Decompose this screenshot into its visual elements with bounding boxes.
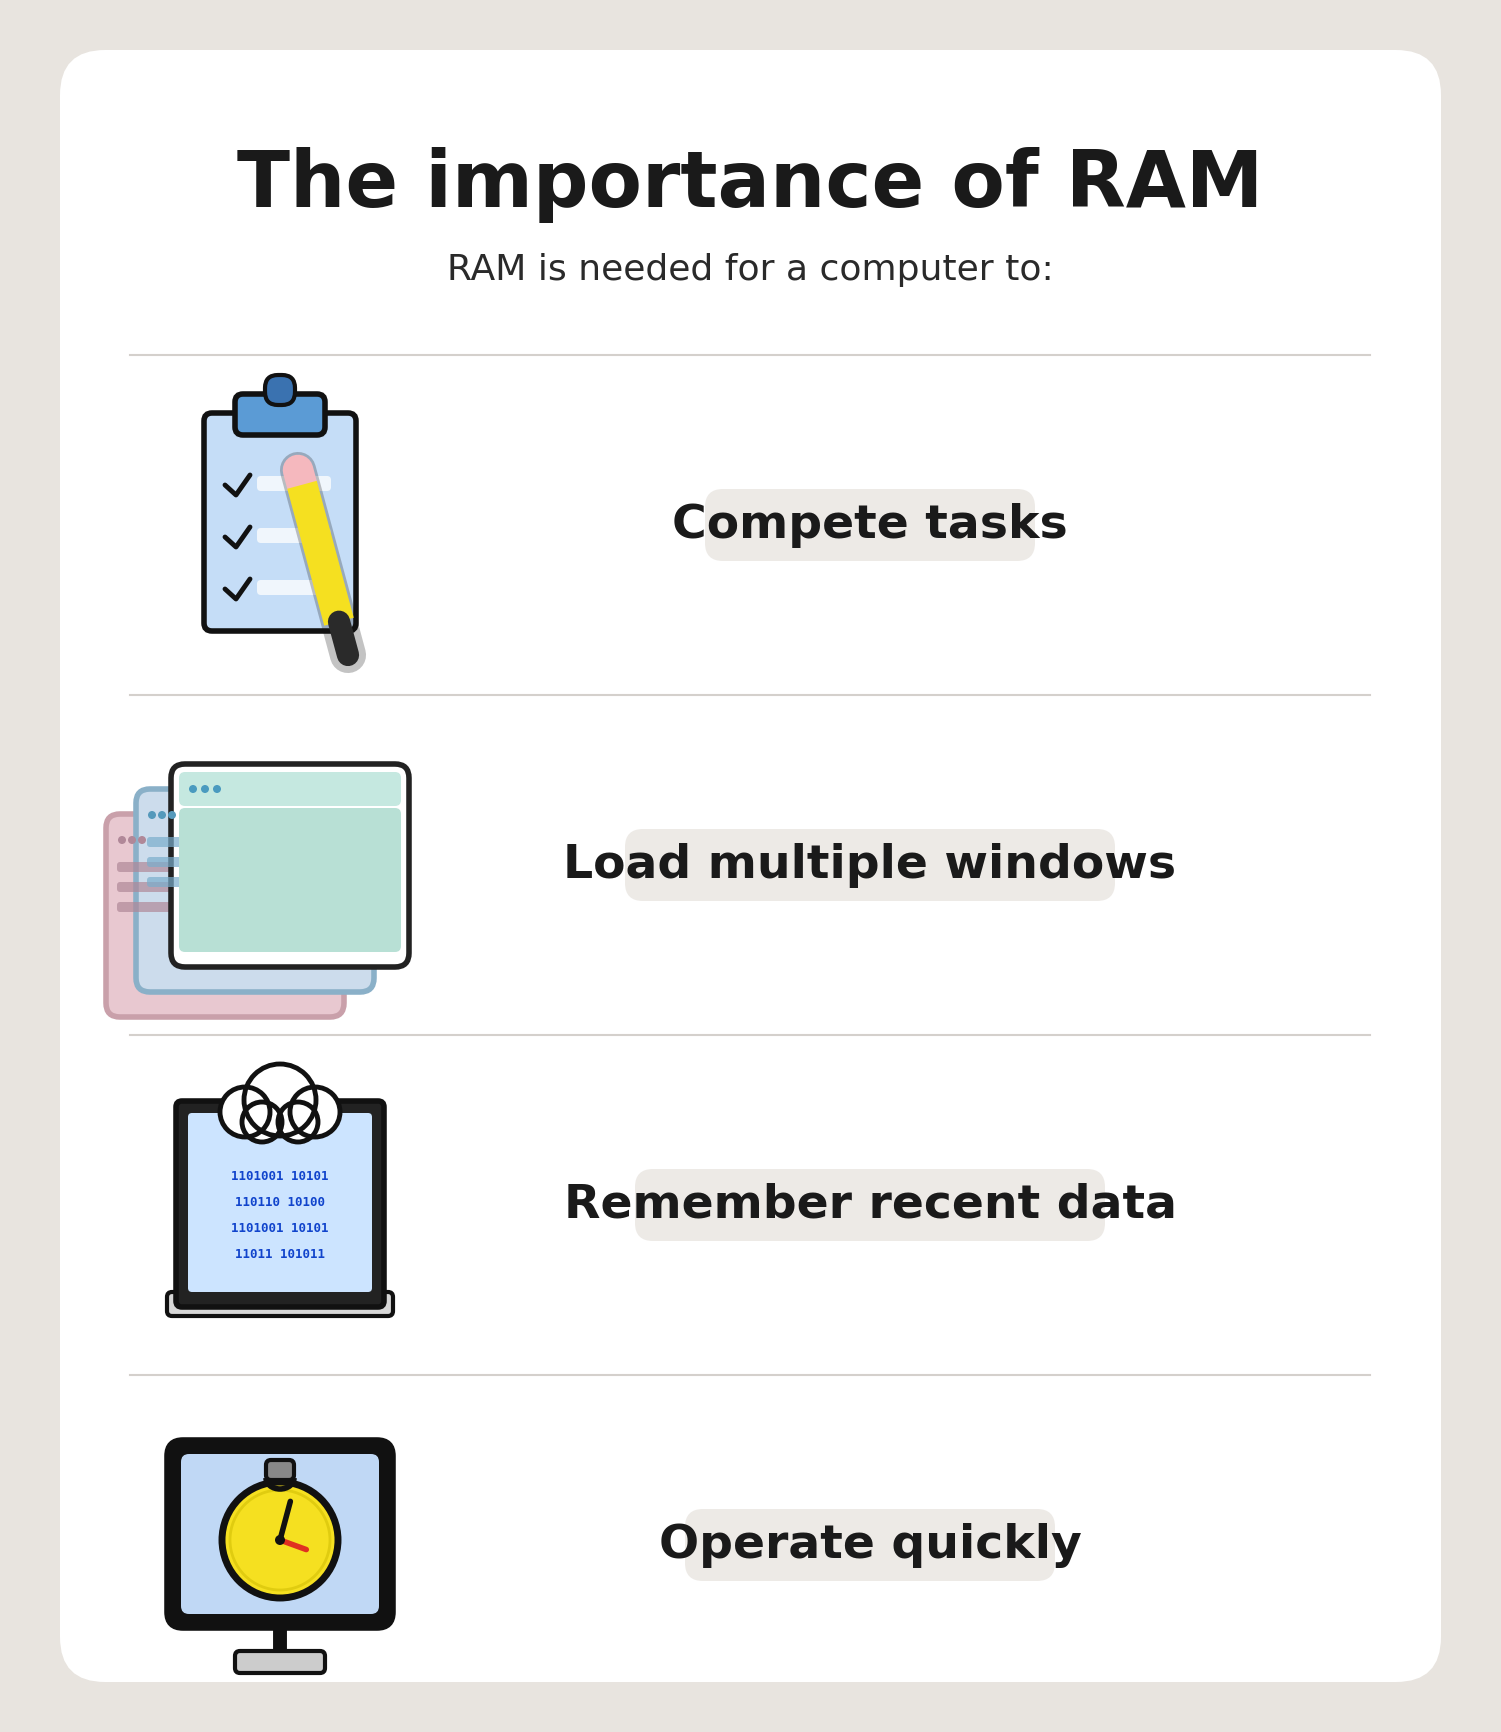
Circle shape [222, 1483, 338, 1599]
Circle shape [245, 1063, 317, 1136]
Circle shape [138, 837, 146, 843]
Circle shape [201, 785, 209, 793]
Circle shape [189, 785, 197, 793]
FancyBboxPatch shape [176, 1102, 384, 1308]
FancyBboxPatch shape [147, 876, 209, 887]
Circle shape [149, 811, 156, 819]
Text: RAM is needed for a computer to:: RAM is needed for a computer to: [447, 253, 1054, 288]
Text: Remember recent data: Remember recent data [563, 1183, 1177, 1228]
Circle shape [221, 1088, 270, 1136]
Circle shape [168, 811, 176, 819]
FancyBboxPatch shape [266, 376, 296, 405]
Text: 1101001 10101: 1101001 10101 [231, 1223, 329, 1235]
FancyBboxPatch shape [266, 1460, 294, 1481]
Text: 1101001 10101: 1101001 10101 [231, 1171, 329, 1183]
FancyBboxPatch shape [167, 1439, 393, 1628]
FancyBboxPatch shape [204, 412, 356, 630]
FancyBboxPatch shape [179, 809, 401, 953]
FancyBboxPatch shape [60, 50, 1441, 1682]
FancyBboxPatch shape [236, 1651, 326, 1673]
Text: The importance of RAM: The importance of RAM [237, 147, 1264, 223]
FancyBboxPatch shape [257, 580, 332, 596]
FancyBboxPatch shape [188, 1114, 372, 1292]
Circle shape [278, 1102, 318, 1141]
Circle shape [242, 1102, 282, 1141]
Circle shape [213, 785, 221, 793]
Text: 11011 101011: 11011 101011 [236, 1249, 326, 1261]
Circle shape [119, 837, 126, 843]
FancyBboxPatch shape [635, 1169, 1105, 1242]
FancyBboxPatch shape [147, 837, 209, 847]
Text: Compete tasks: Compete tasks [672, 502, 1067, 547]
FancyBboxPatch shape [117, 902, 179, 913]
FancyBboxPatch shape [236, 393, 326, 435]
Circle shape [275, 1535, 285, 1545]
Circle shape [290, 1088, 341, 1136]
FancyBboxPatch shape [117, 863, 179, 871]
FancyBboxPatch shape [167, 1292, 393, 1316]
FancyBboxPatch shape [257, 476, 332, 490]
FancyBboxPatch shape [117, 882, 179, 892]
FancyBboxPatch shape [624, 830, 1115, 901]
FancyBboxPatch shape [684, 1509, 1055, 1581]
FancyBboxPatch shape [171, 764, 408, 966]
Text: Load multiple windows: Load multiple windows [563, 842, 1177, 887]
FancyBboxPatch shape [705, 488, 1036, 561]
Text: Operate quickly: Operate quickly [659, 1522, 1081, 1567]
Text: 110110 10100: 110110 10100 [236, 1197, 326, 1209]
FancyBboxPatch shape [107, 814, 344, 1017]
FancyBboxPatch shape [137, 790, 374, 992]
Circle shape [128, 837, 137, 843]
FancyBboxPatch shape [179, 772, 401, 805]
FancyBboxPatch shape [257, 528, 332, 544]
FancyBboxPatch shape [147, 857, 209, 868]
Circle shape [158, 811, 167, 819]
FancyBboxPatch shape [182, 1453, 378, 1614]
